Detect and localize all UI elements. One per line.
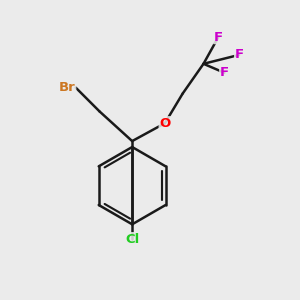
Text: F: F xyxy=(235,48,244,62)
Text: Br: Br xyxy=(59,81,76,94)
Text: Cl: Cl xyxy=(125,233,139,246)
Text: F: F xyxy=(214,31,223,44)
Text: O: O xyxy=(159,117,170,130)
Text: F: F xyxy=(220,66,229,79)
